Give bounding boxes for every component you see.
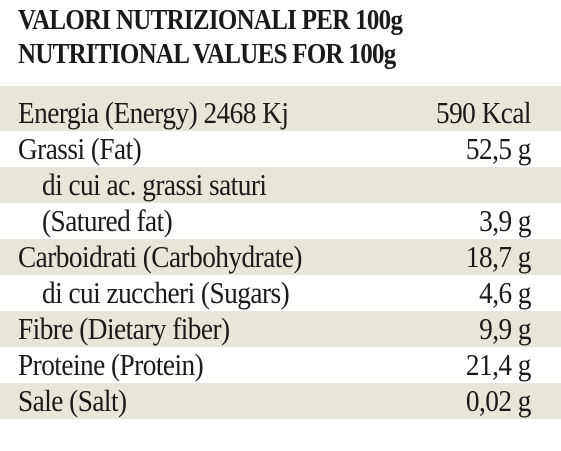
row-label: di cui ac. grassi saturi: [42, 167, 267, 202]
row-value: 590 Kcal: [435, 95, 532, 130]
nutrition-row-protein: Proteine (Protein) 21,4 g: [18, 347, 532, 383]
row-value: 0,02 g: [465, 383, 532, 418]
row-value: 3,9 g: [479, 203, 531, 238]
nutrition-row-fat: Grassi (Fat) 52,5 g: [18, 131, 532, 167]
row-label: Energia (Energy) 2468 Kj: [18, 95, 289, 130]
row-value: 9,9 g: [479, 311, 531, 346]
row-label: Sale (Salt): [18, 383, 127, 418]
row-value: 18,7 g: [465, 239, 532, 274]
nutrition-row-carbohydrate: Carboidrati (Carbohydrate) 18,7 g: [0, 239, 561, 275]
row-value: 21,4 g: [465, 347, 532, 382]
nutrition-row-energy: Energia (Energy) 2468 Kj 590 Kcal: [0, 86, 561, 131]
nutrition-row-fiber: Fibre (Dietary fiber) 9,9 g: [0, 311, 561, 347]
row-value: 4,6 g: [479, 275, 531, 310]
row-label: Grassi (Fat): [18, 131, 142, 166]
row-label: (Satured fat): [42, 203, 173, 238]
nutrition-row-saturated-fat: (Satured fat) 3,9 g: [18, 203, 532, 239]
row-value: 52,5 g: [465, 131, 532, 166]
nutrition-row-saturated-heading: di cui ac. grassi saturi: [0, 167, 561, 203]
nutrition-row-sugars: di cui zuccheri (Sugars) 4,6 g: [18, 275, 532, 311]
row-label: di cui zuccheri (Sugars): [42, 275, 290, 310]
row-label: Proteine (Protein): [18, 347, 204, 382]
row-label: Carboidrati (Carbohydrate): [18, 239, 303, 274]
row-label: Fibre (Dietary fiber): [18, 311, 230, 346]
nutrition-row-salt: Sale (Salt) 0,02 g: [0, 383, 561, 419]
header-italian: VALORI NUTRIZIONALI PER 100g: [18, 4, 403, 36]
header-english: NUTRITIONAL VALUES FOR 100g: [18, 38, 396, 70]
